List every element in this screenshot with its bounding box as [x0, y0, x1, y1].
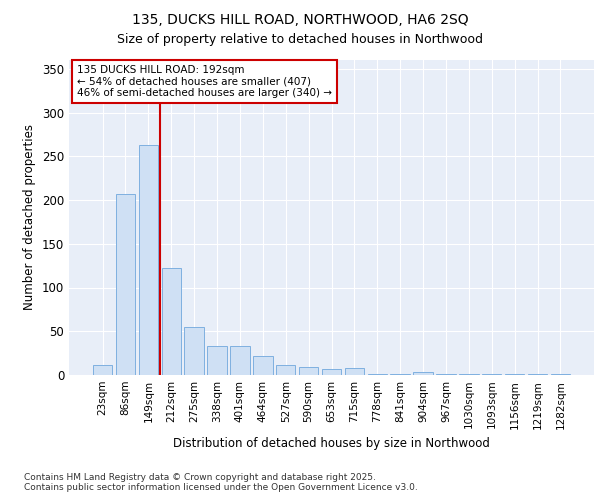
Bar: [184, 327, 204, 375]
Bar: [391, 374, 410, 375]
Text: 135, DUCKS HILL ROAD, NORTHWOOD, HA6 2SQ: 135, DUCKS HILL ROAD, NORTHWOOD, HA6 2SQ: [131, 12, 469, 26]
Y-axis label: Number of detached properties: Number of detached properties: [23, 124, 37, 310]
Bar: [139, 145, 158, 375]
X-axis label: Distribution of detached houses by size in Northwood: Distribution of detached houses by size …: [173, 437, 490, 450]
Bar: [528, 374, 547, 375]
Text: 135 DUCKS HILL ROAD: 192sqm
← 54% of detached houses are smaller (407)
46% of se: 135 DUCKS HILL ROAD: 192sqm ← 54% of det…: [77, 64, 332, 98]
Bar: [276, 364, 295, 375]
Bar: [368, 374, 387, 375]
Bar: [208, 346, 227, 375]
Bar: [482, 374, 502, 375]
Bar: [505, 374, 524, 375]
Bar: [344, 368, 364, 375]
Bar: [253, 356, 272, 375]
Bar: [230, 346, 250, 375]
Bar: [413, 372, 433, 375]
Bar: [116, 194, 135, 375]
Text: Contains HM Land Registry data © Crown copyright and database right 2025.
Contai: Contains HM Land Registry data © Crown c…: [24, 473, 418, 492]
Bar: [459, 374, 479, 375]
Text: Size of property relative to detached houses in Northwood: Size of property relative to detached ho…: [117, 32, 483, 46]
Bar: [161, 268, 181, 375]
Bar: [436, 374, 455, 375]
Bar: [299, 367, 319, 375]
Bar: [551, 374, 570, 375]
Bar: [322, 369, 341, 375]
Bar: [93, 364, 112, 375]
